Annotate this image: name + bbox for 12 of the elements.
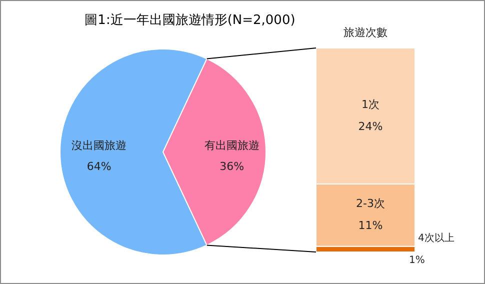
data-label: 11% [358,219,383,232]
data-label: 36% [220,160,244,173]
data-label: 64% [86,160,112,173]
series-label: 1次 [362,98,380,111]
slice-label: 沒出國旅遊 [72,139,127,152]
chart-title: 圖1:近一年出國旅遊情形(N=2,000) [84,13,296,28]
chart-title: 旅遊次數 [344,26,388,39]
slice-label: 有出國旅遊 [204,139,260,152]
data-label: 1% [409,255,425,266]
series-label: 2-3次 [356,197,385,210]
data-label: 24% [358,120,383,133]
series-label: 4次以上 [418,232,454,244]
